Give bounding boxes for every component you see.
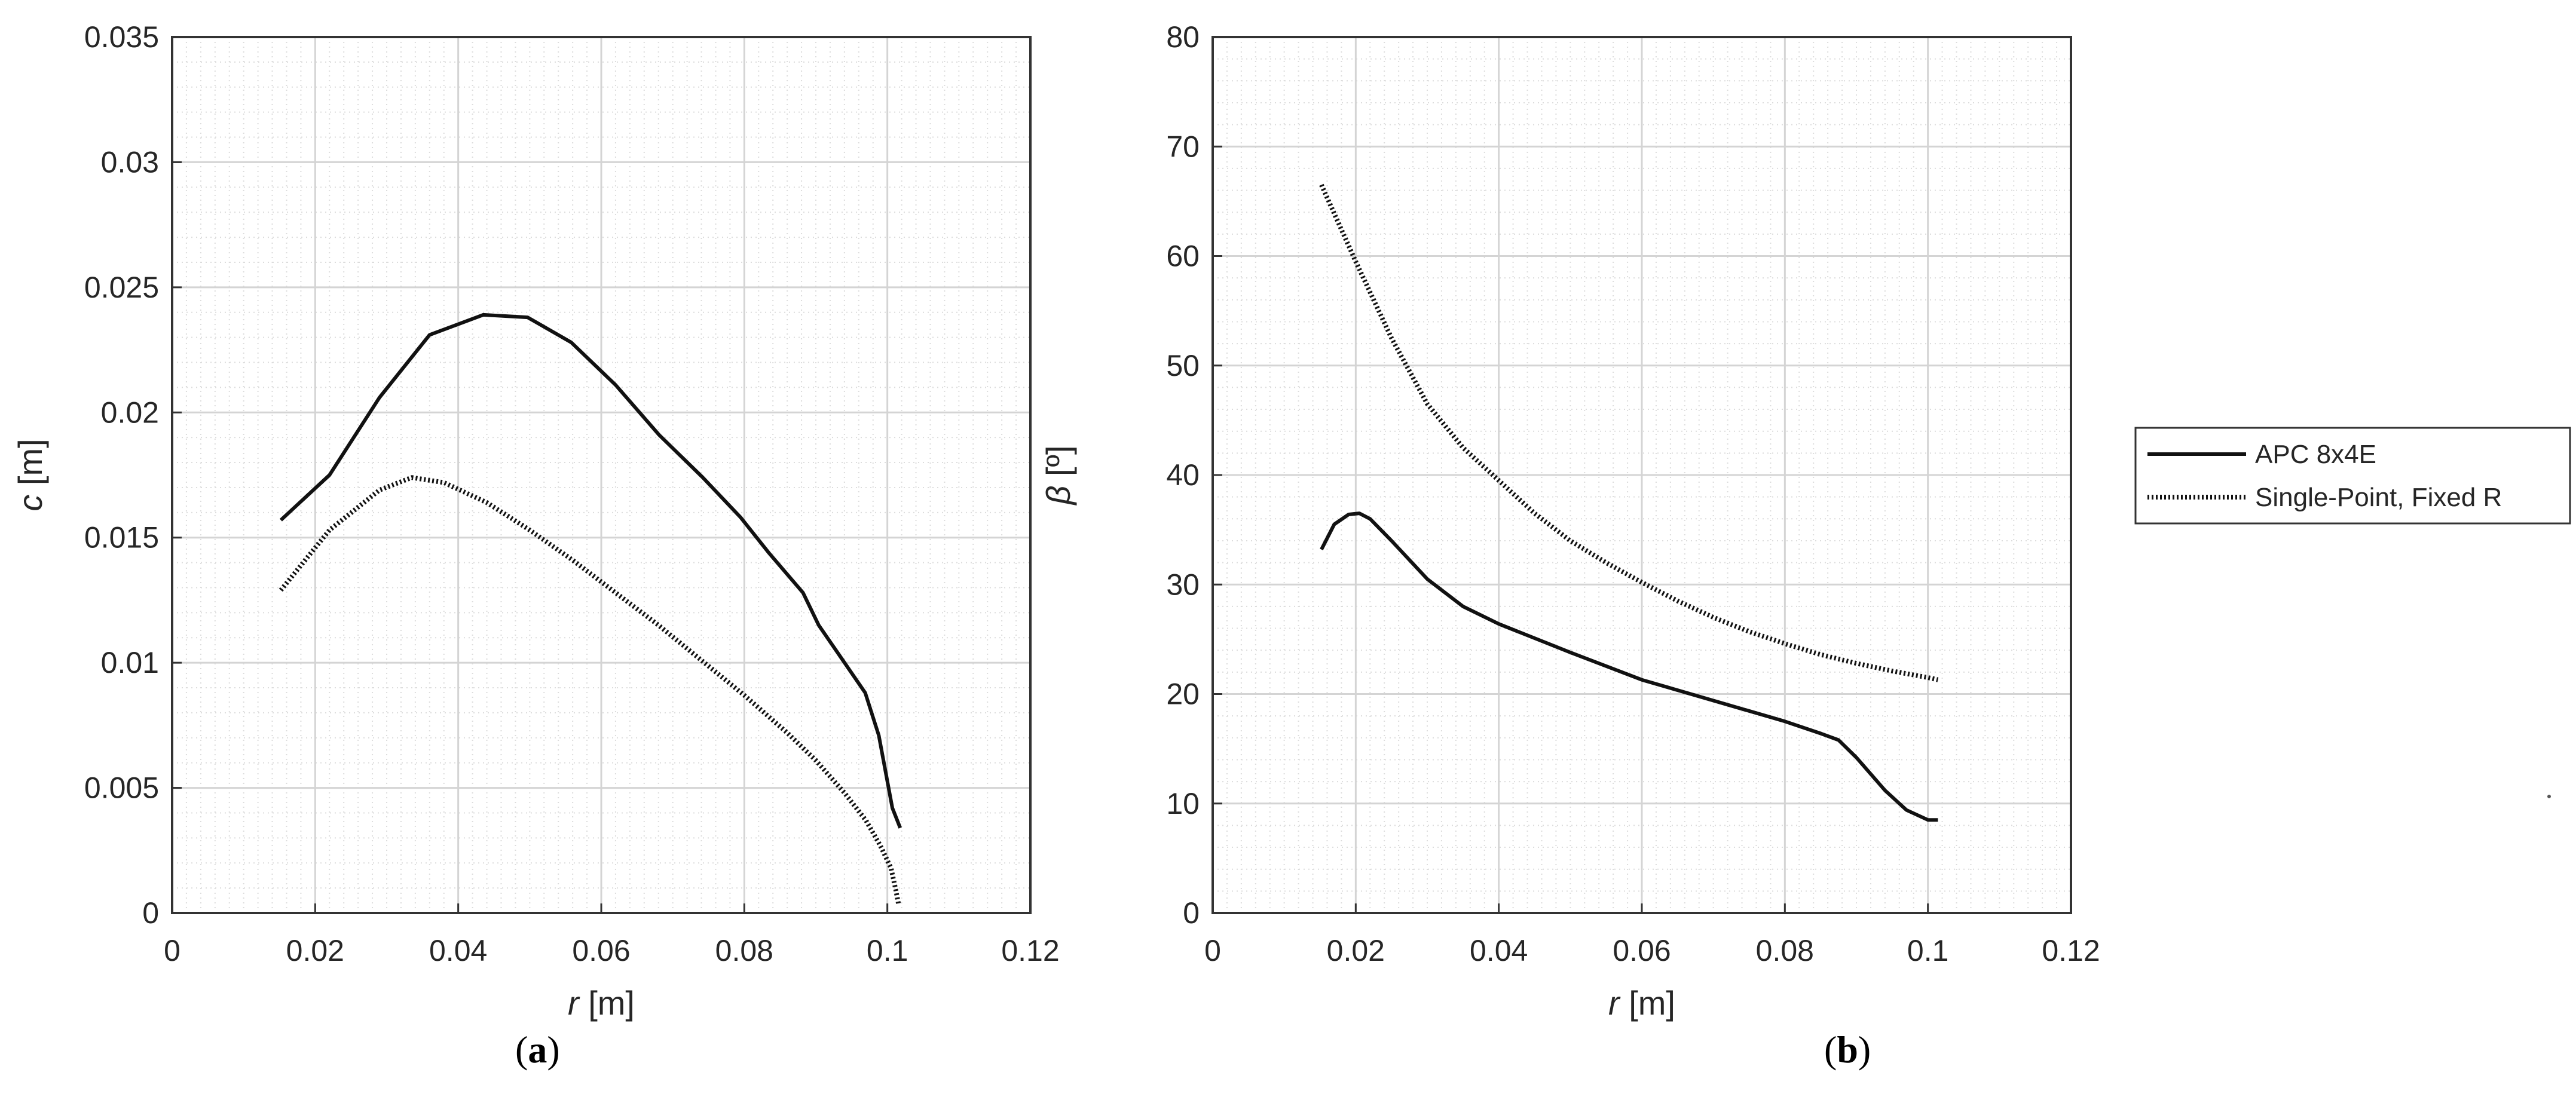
y-tick-label: 70 [1166, 130, 1200, 163]
panel-caption-a: (a) [515, 1028, 560, 1071]
y-axis-label-unit: [º] [1039, 445, 1077, 485]
panel-caption-b-letter: b [1837, 1028, 1858, 1071]
x-tick-label: 0.1 [1907, 934, 1949, 967]
y-tick-label: 0.01 [101, 646, 159, 679]
y-tick-label: 0.005 [84, 771, 159, 805]
x-tick-label: 0.06 [1613, 934, 1671, 967]
chart-panel-a: 0 0.02 0.04 0.06 0.08 0.1 0.12 0 0.005 0.01 0.015 0… [11, 20, 1060, 1022]
y-tick-label: 0.025 [84, 271, 159, 304]
x-axis-label-variable: r [568, 984, 580, 1022]
x-axis-label: r [m] [568, 984, 635, 1022]
x-tick-label: 0.02 [286, 934, 344, 967]
x-axis-label-unit: [m] [579, 984, 635, 1022]
series-line-single-point-fixed-r [279, 475, 901, 906]
y-tick-label: 0 [1183, 896, 1200, 930]
y-axis-label-variable: β [1039, 486, 1077, 506]
y-tick-label: 0.02 [101, 396, 159, 429]
x-tick-label: 0.06 [572, 934, 630, 967]
y-tick-label: 10 [1166, 787, 1200, 820]
x-axis-label-unit: [m] [1620, 984, 1675, 1022]
y-tick-label: 0.035 [84, 20, 159, 54]
x-tick-label: 0.12 [2042, 934, 2100, 967]
y-tick-label: 80 [1166, 20, 1200, 54]
series-line-apc-8x4e [279, 313, 902, 829]
legend: APC 8x4E Single-Point, Fixed R [2134, 427, 2571, 525]
x-axis-label-variable: r [1608, 984, 1621, 1022]
x-tick-label: 0.08 [1756, 934, 1814, 967]
legend-box [2134, 427, 2571, 525]
y-tick-label: 40 [1166, 458, 1200, 492]
y-axis-label: c [m] [11, 439, 49, 511]
stray-dot [2547, 795, 2551, 798]
y-tick-label: 0 [142, 896, 159, 930]
y-tick-label: 60 [1166, 240, 1200, 273]
x-tick-label: 0.12 [1001, 934, 1059, 967]
y-axis-label: β [º] [1039, 445, 1077, 505]
panel-caption-a-letter: a [528, 1028, 547, 1071]
y-tick-label: 0.03 [101, 145, 159, 179]
x-tick-label: 0 [1204, 934, 1221, 967]
x-tick-label: 0.02 [1327, 934, 1385, 967]
panel-caption-b: (b) [1824, 1028, 1871, 1071]
legend-entry-single-point-fixed-r: Single-Point, Fixed R [2255, 483, 2502, 512]
y-tick-label: 50 [1166, 349, 1200, 382]
y-tick-label: 30 [1166, 568, 1200, 601]
x-tick-label: 0 [164, 934, 180, 967]
y-axis-label-variable: c [11, 495, 49, 511]
x-tick-label: 0.04 [429, 934, 487, 967]
y-tick-label: 20 [1166, 678, 1200, 711]
series-line-single-point-fixed-r [1319, 183, 1939, 682]
series-line-apc-8x4e [1320, 511, 1938, 822]
x-axis-label: r [m] [1608, 984, 1675, 1022]
y-tick-label: 0.015 [84, 521, 159, 554]
y-axis-label-unit: [m] [11, 439, 49, 494]
legend-entry-apc-8x4e: APC 8x4E [2255, 440, 2376, 469]
x-tick-label: 0.04 [1470, 934, 1528, 967]
x-tick-label: 0.1 [867, 934, 908, 967]
x-tick-label: 0.08 [715, 934, 773, 967]
chart-panel-b: 0 0.02 0.04 0.06 0.08 0.1 0.12 0 10 20 30 40 50 60 70 8… [1039, 20, 2100, 1022]
